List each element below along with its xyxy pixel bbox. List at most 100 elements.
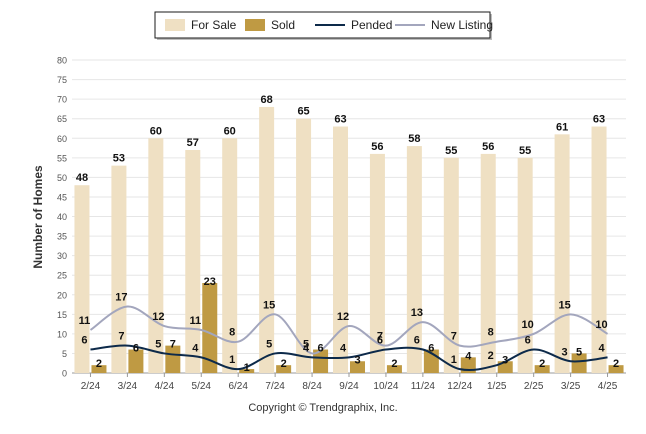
label-sold: 3 — [502, 354, 508, 366]
label-for-sale: 53 — [113, 153, 125, 165]
label-for-sale: 56 — [371, 141, 383, 153]
label-new-listing: 8 — [488, 327, 494, 339]
x-axis: 2/24 3/24 4/24 5/24 6/24 7/24 8/24 9/24 10/24 11/… — [81, 373, 618, 392]
x-tick-label: 12/24 — [447, 381, 472, 392]
label-pended: 1 — [451, 354, 457, 366]
bar-sold — [534, 365, 550, 373]
label-new-listing: 7 — [451, 331, 457, 343]
x-tick-label: 7/24 — [265, 381, 285, 392]
label-for-sale: 68 — [261, 94, 273, 106]
label-sold: 6 — [133, 343, 139, 355]
label-sold: 6 — [318, 343, 324, 355]
label-pended: 4 — [598, 342, 605, 354]
bar-for-sale — [591, 126, 607, 373]
label-for-sale: 58 — [408, 133, 420, 145]
y-axis-label: Number of Homes — [31, 165, 45, 269]
y-tick-label: 30 — [57, 251, 67, 261]
line-pended — [90, 344, 608, 372]
y-tick-label: 60 — [57, 134, 67, 144]
bar-sold — [350, 361, 365, 373]
line-new-listing — [89, 305, 609, 355]
legend-for-sale-label: For Sale — [191, 18, 237, 32]
x-tick-label: 4/24 — [155, 381, 175, 392]
label-for-sale: 63 — [593, 114, 605, 126]
label-pended: 3 — [562, 346, 568, 358]
legend: For Sale Sold Pended New Listing — [154, 11, 493, 40]
label-for-sale: 65 — [297, 106, 309, 118]
label-for-sale: 48 — [76, 172, 88, 184]
bar-for-sale — [554, 134, 570, 373]
label-pended: 4 — [192, 342, 199, 354]
y-tick-label: 10 — [57, 329, 67, 339]
bar-for-sale — [222, 138, 238, 373]
label-sold: 2 — [613, 358, 619, 370]
x-tick-label: 2/25 — [524, 381, 544, 392]
label-sold: 4 — [465, 350, 472, 362]
bar-sold — [313, 349, 329, 373]
label-new-listing: 8 — [229, 327, 235, 339]
y-tick-label: 75 — [57, 75, 67, 85]
label-new-listing: 12 — [152, 311, 164, 323]
bar-sold — [276, 365, 292, 373]
bar-for-sale — [369, 153, 385, 373]
bar-for-sale — [333, 126, 348, 373]
copyright-text: Copyright © Trendgraphix, Inc. — [248, 402, 398, 414]
bar-for-sale — [74, 185, 90, 373]
bar-for-sale — [480, 153, 496, 373]
label-for-sale: 57 — [187, 137, 199, 149]
label-pended: 6 — [525, 335, 531, 347]
label-sold: 6 — [428, 343, 434, 355]
x-tick-label: 5/24 — [192, 381, 212, 392]
label-sold: 3 — [354, 354, 360, 366]
label-sold: 2 — [96, 358, 102, 370]
label-new-listing: 10 — [522, 319, 534, 331]
y-tick-label: 70 — [57, 95, 67, 105]
bar-for-sale — [443, 157, 459, 373]
bar-sold — [165, 345, 181, 373]
label-sold: 5 — [576, 346, 582, 358]
legend-sold-label: Sold — [271, 18, 295, 32]
label-new-listing: 10 — [595, 319, 607, 331]
label-sold: 7 — [170, 339, 176, 351]
label-new-listing: 17 — [115, 291, 127, 303]
label-pended: 4 — [303, 342, 310, 354]
bar-sold — [497, 361, 513, 373]
label-for-sale: 60 — [224, 125, 236, 137]
label-pended: 6 — [414, 335, 420, 347]
y-tick-label: 0 — [62, 369, 67, 379]
bar-for-sale — [517, 157, 533, 373]
label-pended: 1 — [229, 354, 235, 366]
label-new-listing: 12 — [337, 311, 349, 323]
y-tick-label: 40 — [57, 212, 67, 222]
y-tick-label: 55 — [57, 153, 67, 163]
label-pended: 5 — [155, 338, 161, 350]
bar-sold — [386, 365, 402, 373]
label-for-sale: 60 — [150, 125, 162, 137]
label-new-listing: 15 — [558, 299, 570, 311]
x-tick-label: 10/24 — [373, 381, 398, 392]
y-axis: 0 5 10 15 20 25 30 35 40 45 50 55 60 65 70 75 80 — [57, 56, 67, 379]
label-sold: 1 — [244, 362, 250, 374]
label-for-sale: 55 — [519, 145, 531, 157]
bar-for-sale — [259, 106, 275, 373]
bar-sold — [128, 349, 144, 373]
x-tick-label: 8/24 — [302, 381, 322, 392]
y-tick-label: 5 — [62, 349, 67, 359]
lines — [89, 305, 609, 372]
legend-pended-label: Pended — [351, 18, 392, 32]
y-tick-label: 15 — [57, 310, 67, 320]
label-for-sale: 61 — [556, 121, 568, 133]
label-pended: 7 — [118, 331, 124, 343]
bar-for-sale — [148, 138, 164, 373]
x-tick-label: 3/24 — [118, 381, 138, 392]
chart-svg: For Sale Sold Pended New Listing 0510152025… — [31, 11, 626, 392]
label-sold: 23 — [204, 276, 216, 288]
label-for-sale: 63 — [334, 114, 346, 126]
label-pended: 6 — [81, 335, 87, 347]
y-tick-label: 80 — [57, 56, 67, 66]
bar-sold — [239, 369, 255, 373]
bar-sold — [571, 353, 587, 373]
x-tick-label: 6/24 — [228, 381, 248, 392]
